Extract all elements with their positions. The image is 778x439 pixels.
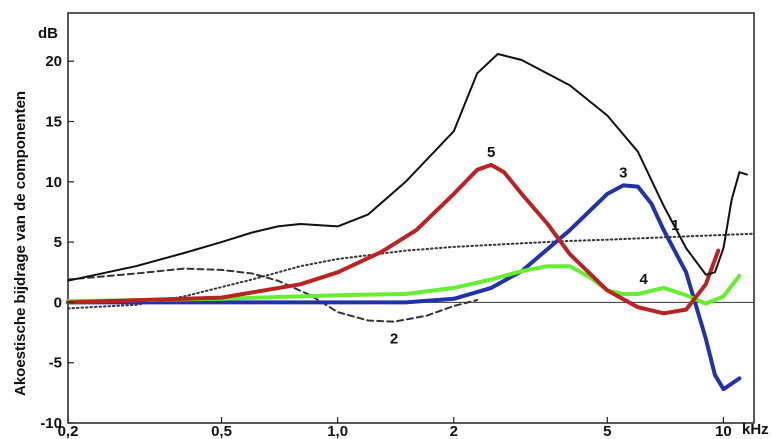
y-tick-label: 5 bbox=[54, 234, 62, 251]
y-unit-label: dB bbox=[38, 25, 58, 42]
curve-label-4: 4 bbox=[640, 271, 649, 288]
y-tick-label: 20 bbox=[45, 53, 62, 70]
curve-label-5: 5 bbox=[487, 144, 495, 161]
x-tick-label: 2 bbox=[450, 423, 458, 439]
y-tick-label: 15 bbox=[45, 114, 62, 131]
x-tick-label: 0,2 bbox=[58, 423, 79, 439]
curve-label-2: 2 bbox=[390, 331, 398, 348]
x-axis-title: kHz bbox=[742, 421, 769, 438]
series-layer bbox=[66, 53, 755, 392]
series-line-2 bbox=[67, 267, 479, 323]
series-line-total bbox=[67, 53, 748, 282]
x-tick-layer: 0,2 0,5 1,0 2 5 10 bbox=[58, 417, 732, 439]
y-tick-layer: 20 15 10 5 0 -5 -10 bbox=[40, 53, 74, 432]
y-tick-label: -5 bbox=[49, 355, 62, 372]
curve-label-layer: 1 2 3 4 5 bbox=[390, 144, 680, 348]
y-tick-label: -10 bbox=[40, 415, 62, 432]
curve-label-3: 3 bbox=[619, 164, 627, 181]
y-axis-title: Akoestische bijdrage van de componenten bbox=[12, 91, 29, 396]
x-tick-label: 1,0 bbox=[327, 423, 348, 439]
curve-label-1: 1 bbox=[671, 217, 679, 234]
series-line-4 bbox=[66, 264, 742, 306]
series-line-3 bbox=[66, 183, 742, 392]
x-tick-label: 5 bbox=[603, 423, 611, 439]
x-tick-label: 10 bbox=[715, 423, 732, 439]
series-line-5 bbox=[66, 162, 721, 316]
x-tick-label: 0,5 bbox=[211, 423, 232, 439]
y-tick-label: 0 bbox=[54, 294, 62, 311]
plot-frame bbox=[67, 12, 755, 424]
y-tick-label: 10 bbox=[45, 174, 62, 191]
